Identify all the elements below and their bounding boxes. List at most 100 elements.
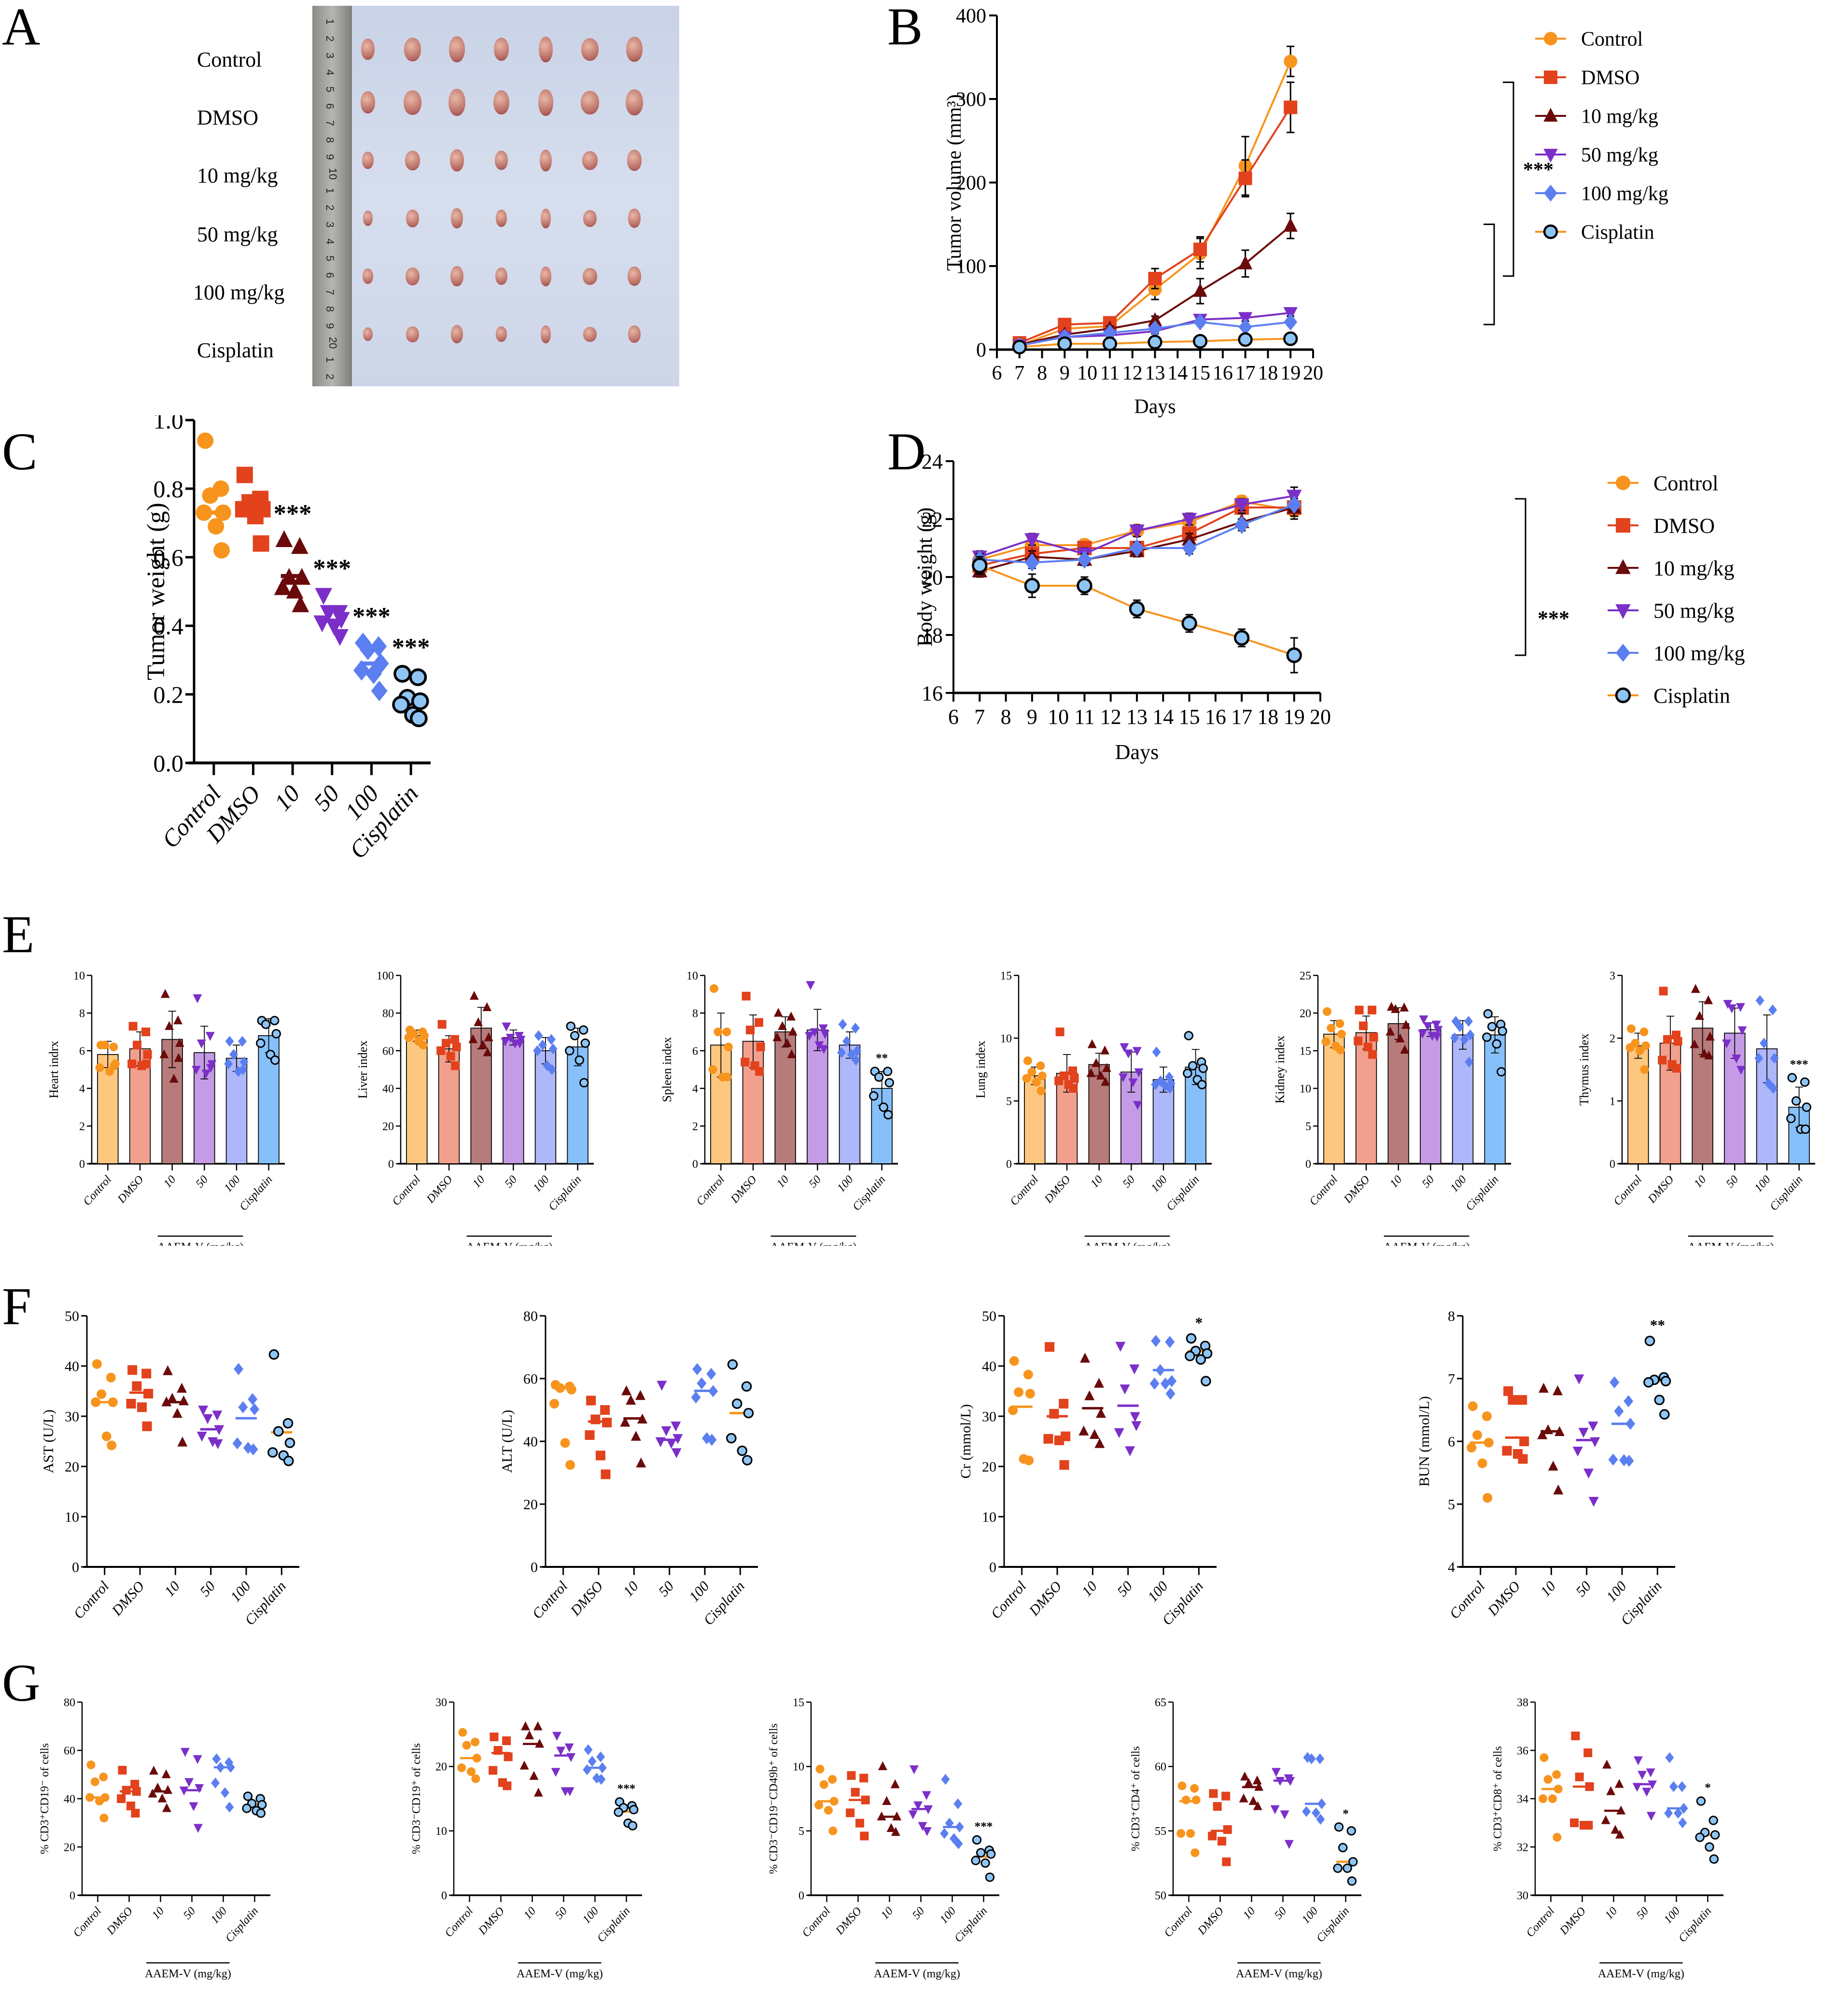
data-point [1537,1429,1548,1439]
data-point [216,1761,225,1773]
y-tick-label: 2 [692,1120,698,1133]
tumor-specimen [493,38,509,61]
data-point [1634,1756,1643,1765]
data-point [782,1038,792,1047]
data-point [874,1072,884,1082]
data-point [92,1359,102,1369]
data-point [596,1751,605,1762]
data-point [409,668,427,686]
data-point [1543,1775,1553,1784]
data-point [892,1811,902,1820]
data-point [1133,1101,1142,1110]
bar [567,1046,588,1164]
series-line [1019,61,1292,347]
data-point [1191,1795,1201,1804]
x-tick-label: 10 [1088,1173,1105,1190]
data-point [1727,1004,1736,1014]
x-tick-label: 100 [835,1173,855,1195]
x-tick-label: DMSO [424,1173,455,1206]
tumor-photo: 1 2 3 4 5 6 7 8 9 10 1 2 3 4 5 6 7 8 9 20 1 2 [312,6,679,386]
ruler-mark: 6 [324,103,336,110]
data-point [117,1794,126,1803]
data-point [1025,1389,1035,1399]
data-point [535,1738,545,1748]
data-point [1114,1428,1124,1438]
data-point [1648,1780,1657,1790]
data-point [446,1052,455,1061]
x-tick-label: 50 [1573,1578,1595,1599]
significance-stars: *** [392,634,430,662]
data-point [1610,1376,1620,1389]
data-point [184,1778,194,1787]
data-point [1456,1021,1464,1032]
legend-marker [1544,32,1557,45]
data-point [1024,533,1040,548]
data-point [1791,1096,1801,1106]
y-tick-label: 15 [793,1696,804,1709]
bar [503,1037,524,1164]
data-point [842,1036,851,1047]
data-point [1152,1046,1161,1057]
data-point [601,1469,611,1480]
y-tick-label: 10 [982,1509,996,1525]
y-tick-label: 6 [692,1045,698,1057]
significance-stars: * [1195,1314,1203,1331]
data-point [1024,1455,1034,1466]
data-point [172,1408,182,1418]
data-point [1575,1773,1584,1781]
x-tick-label: Cisplatin [952,1905,990,1945]
data-point [891,1827,900,1836]
data-point [205,1032,215,1041]
y-tick-label: 5 [1006,1095,1012,1108]
tumor-specimen [448,36,465,62]
data-point [742,1455,753,1466]
data-point [208,518,224,535]
tumor-specimen [495,326,507,342]
data-point [538,1040,547,1051]
data-point [1131,1421,1142,1431]
x-tick-label: 50 [1272,1905,1289,1922]
data-point [365,663,382,684]
data-point [566,1753,576,1762]
significance-stars: ** [1650,1317,1666,1334]
data-point [1423,1022,1432,1031]
x-tick-label: 50 [194,1173,210,1190]
data-point [1177,1781,1187,1790]
y-tick-label: 40 [64,1793,75,1805]
y-tick-label: 0.4 [154,613,184,640]
data-point [153,1782,163,1792]
data-point [1543,1424,1554,1435]
x-tick-label: 16 [1205,705,1226,729]
data-point [1287,495,1302,514]
x-tick-label: 10 [521,1905,538,1922]
data-point [450,1035,459,1044]
data-point [621,1385,631,1395]
data-point [1130,539,1144,557]
legend-label: Cisplatin [1653,684,1730,707]
data-point [1193,283,1207,297]
data-point [890,1779,900,1789]
data-point [955,1821,964,1832]
data-point [502,1022,511,1032]
data-point [132,1381,142,1391]
data-point [1710,1830,1720,1840]
data-point [1165,1083,1175,1094]
data-point [565,1787,574,1796]
data-point [1188,1061,1198,1071]
data-point [1302,1806,1311,1817]
y-tick-label: 100 [377,970,394,982]
y-tick-label: 40 [382,1083,394,1095]
data-point [1736,1066,1746,1075]
x-tick-label: Control [1611,1173,1644,1208]
y-tick-label: 2 [1610,1032,1615,1045]
data-point [1395,1033,1405,1043]
y-tick-label: 100 [956,256,986,278]
data-point [1218,1837,1227,1846]
data-point [1695,1011,1705,1020]
data-point [484,1032,493,1042]
data-point [820,1030,830,1039]
data-point [198,1405,209,1416]
data-point [1036,1086,1046,1096]
x-tick-label: 7 [974,705,985,729]
data-point [548,1043,558,1055]
